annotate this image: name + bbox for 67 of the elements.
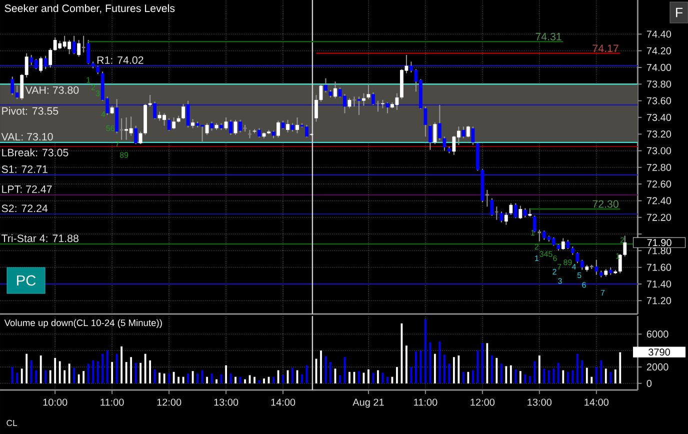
y-tick-label: 73.80 [646,80,672,88]
annotation: 2 [620,237,624,243]
x-tick-label: 14:00 [271,398,296,406]
x-tick-label: 12:00 [470,398,495,406]
annotation: 1 [531,230,535,236]
annotation: 1 [86,77,90,83]
annotation: 2 [91,84,96,90]
annotation: 89 [564,259,572,266]
x-tick-label: 14:00 [584,398,609,406]
y-tick-label: 72.20 [646,214,672,221]
y-tick-label: 72.60 [646,180,672,188]
ref-line-label: LBreak: 73.05 [2,148,68,156]
annotation: 3 [96,90,100,96]
chart-title: Volume up down(CL 10-24 (5 Minute)) [4,319,162,328]
annotation: 7 [600,290,605,296]
y-tick-label: 0 [646,380,652,387]
annotation: 4 [572,264,576,270]
y-tick-label: 74.00 [646,64,672,71]
y-tick-label: 74.40 [646,30,672,38]
y-tick-label: 2000 [646,363,668,371]
annotation: 345 [540,251,552,257]
chart-title: Seeker and Comber, Futures Levels [4,4,175,14]
annotation: 2 [534,244,539,250]
data-label: 74.31 [536,32,562,40]
x-tick-label: 12:00 [157,398,182,406]
text: CL [6,420,18,426]
ref-line-label: Pivot: 73.55 [2,106,58,115]
data-label: 74.17 [592,44,618,52]
x-tick-label: 13:00 [214,398,238,406]
annotation: 7 [557,264,562,270]
ref-line-label: S2: 72.24 [2,204,48,212]
ref-line-label: R1: 74.02 [97,56,144,64]
annotation: 56 [106,125,114,132]
data-label: 72.30 [592,200,618,208]
x-tick-label: 13:00 [528,398,552,406]
x-tick-label: 11:00 [414,398,438,406]
ref-line-label: VAH: 73.80 [25,86,79,94]
text: 71.90 [647,239,672,246]
ref-line-label: Tri-Star 4: 71.88 [2,234,78,242]
annotation: 3 [558,278,562,284]
y-tick-label: 71.20 [646,297,672,304]
ref-line-label: VAL: 73.10 [1,132,53,141]
y-tick-label: 73.00 [646,147,672,154]
annotation: 4 [101,112,106,118]
y-tick-label: 72.80 [646,164,672,171]
annotation: 1 [535,256,539,262]
y-tick-label: 73.40 [646,114,672,121]
y-tick-label: 71.60 [646,264,672,271]
y-tick-label: 73.60 [646,97,672,104]
y-tick-label: 74.20 [646,47,672,54]
annotation: 2 [552,268,556,274]
annotation: 1 [616,253,620,259]
annotation: 5 [577,272,582,278]
y-tick-label: 6000 [646,330,668,338]
text: 3790 [648,348,670,356]
x-tick-label: 11:00 [100,398,124,406]
annotation: 89 [120,152,128,158]
annotation: PC [17,275,36,286]
ref-line-label: LPT: 72.47 [2,185,52,193]
y-tick-label: 73.20 [646,130,672,138]
annotation: 6 [553,255,557,262]
text: F [676,8,683,18]
ref-line-label: S1: 72.71 [2,165,48,173]
x-tick-label: 10:00 [43,398,68,406]
y-tick-label: 71.40 [646,280,672,288]
y-tick-label: 72.40 [646,197,672,204]
x-tick-label: Aug 21 [352,398,384,408]
